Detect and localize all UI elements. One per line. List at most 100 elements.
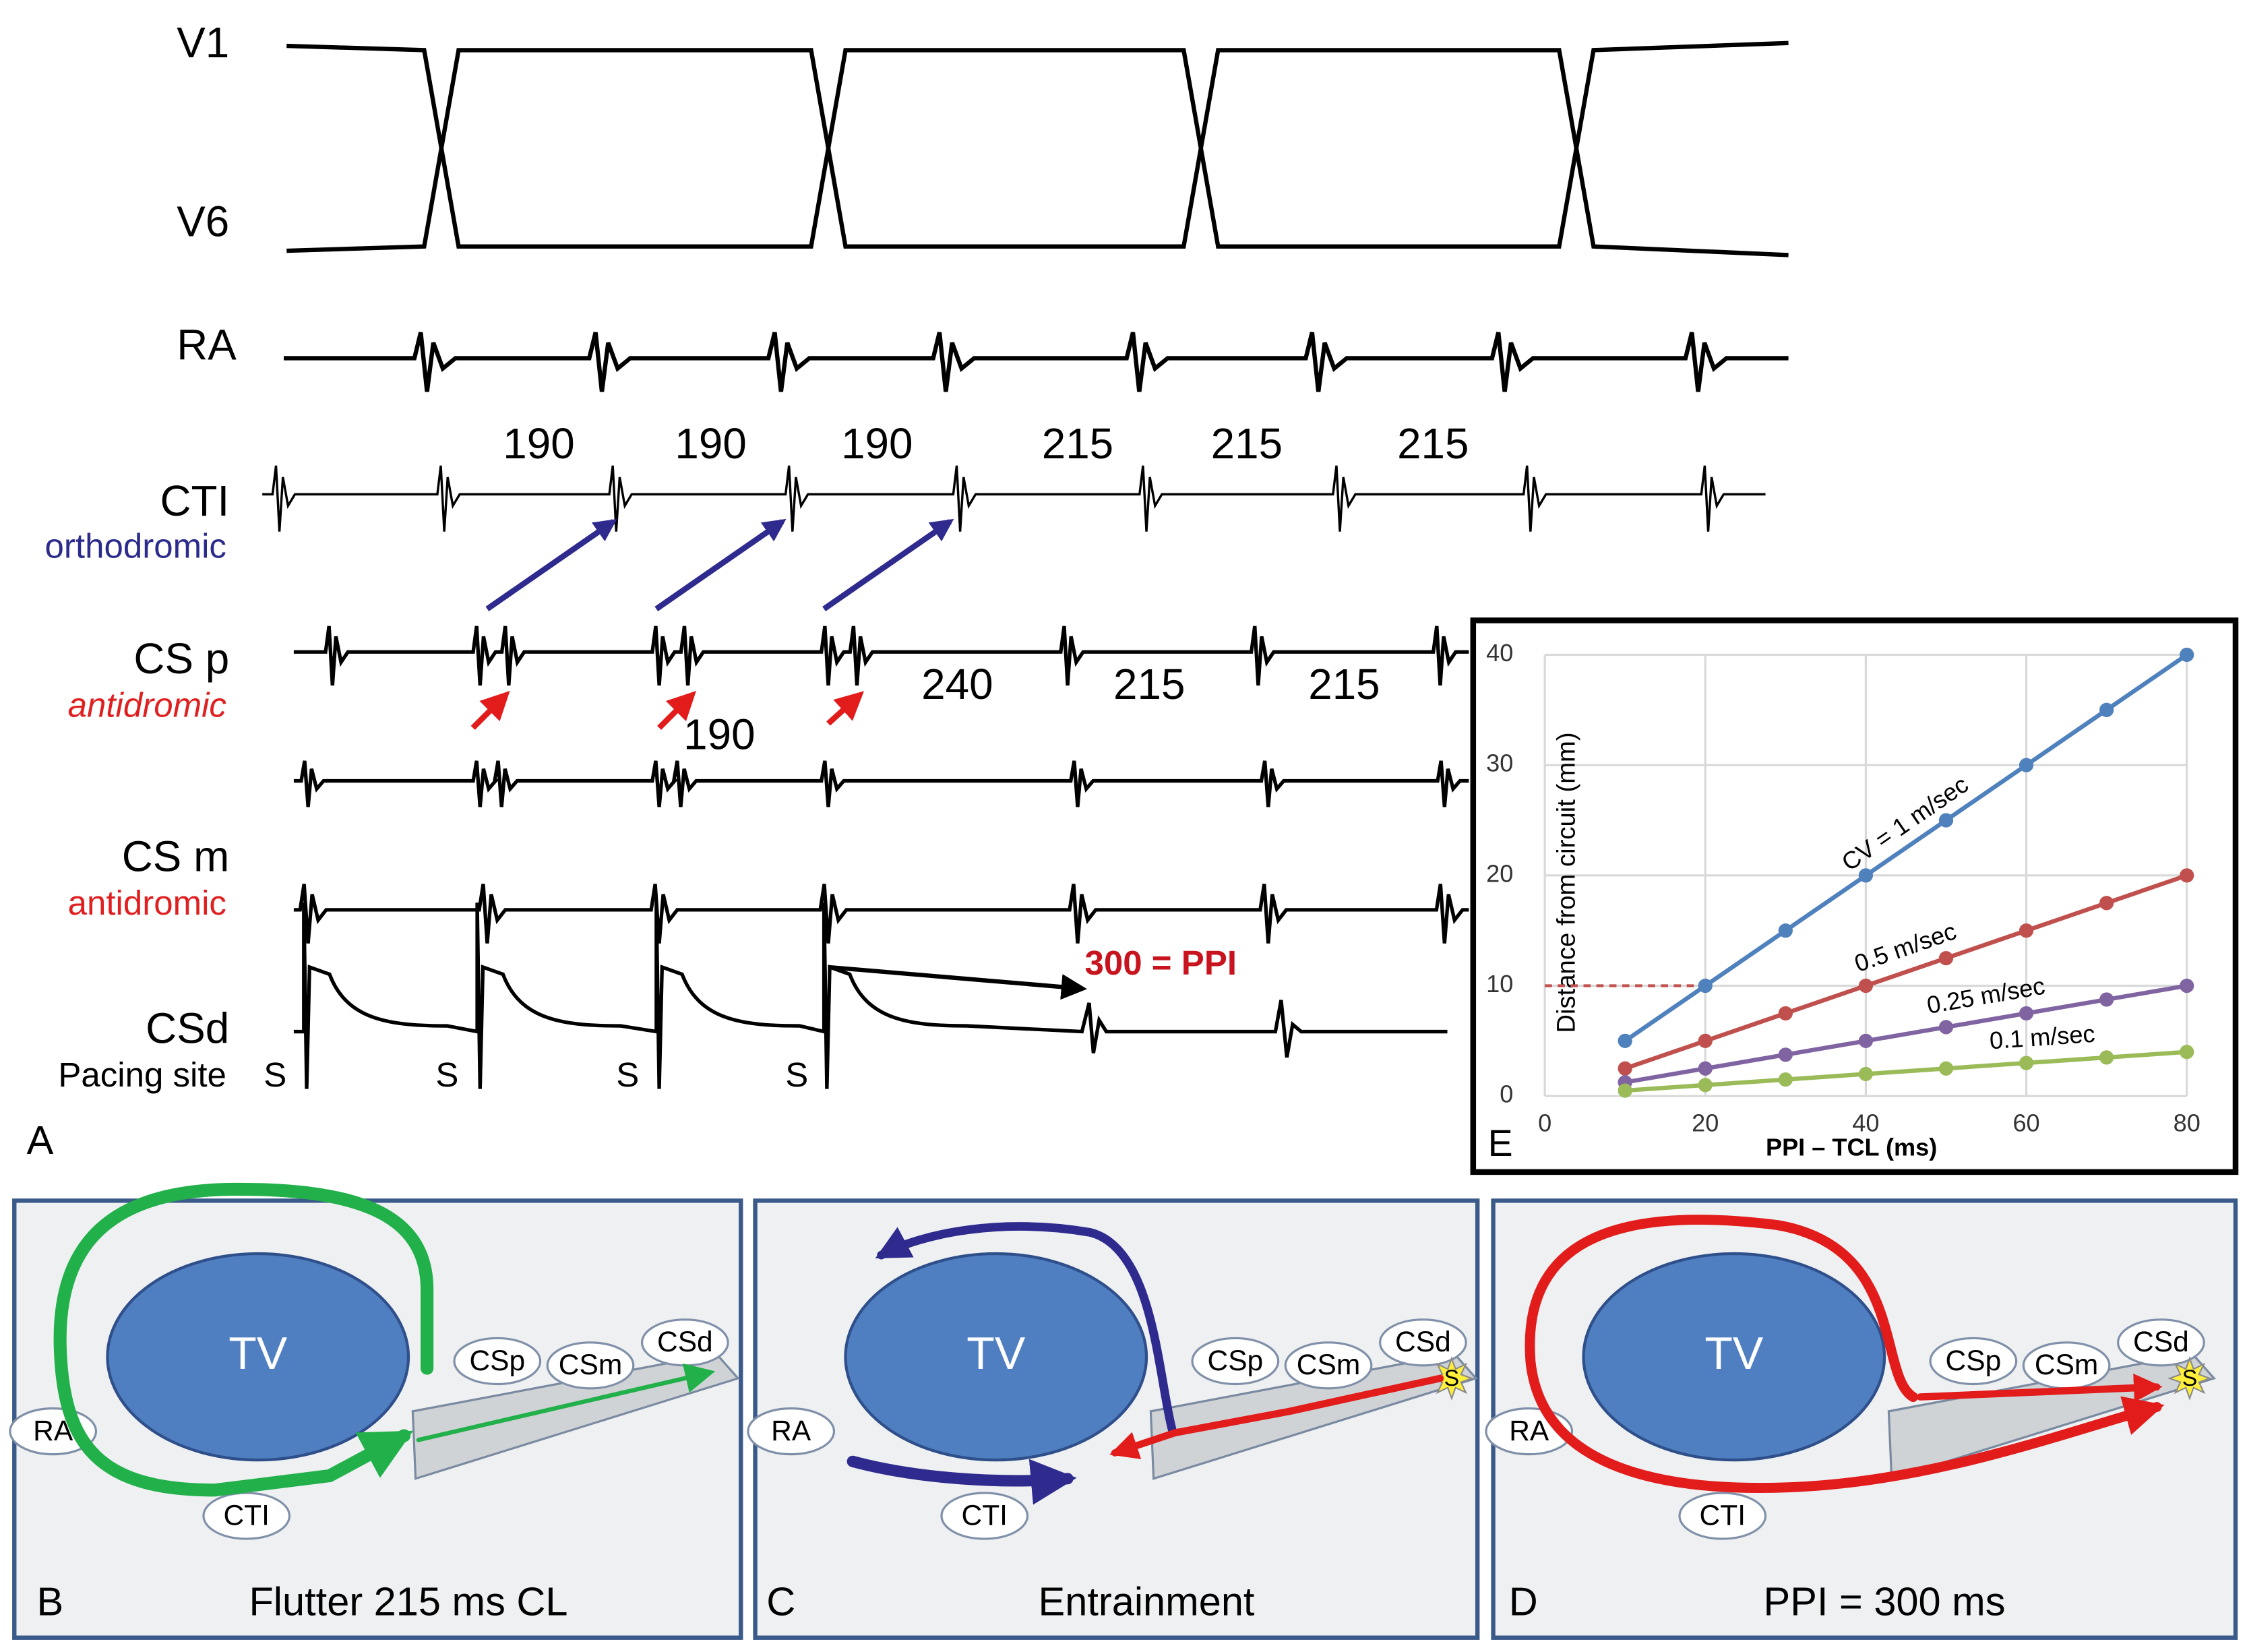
interval-label: 215 [1308, 660, 1380, 708]
data-point [1938, 1061, 1954, 1076]
panel-a-labels: V1 V6 RA CTI CS p CS m CSd orthodromic antidromi… [27, 18, 1469, 1163]
lead-label: CS p [133, 634, 229, 683]
interval-label: 190 [675, 419, 746, 468]
structure-label: TV [1704, 1328, 1764, 1379]
x-axis-label: PPI – TCL (ms) [1766, 1133, 1937, 1161]
cs-trace [293, 760, 1469, 807]
tricuspid-valve [844, 1252, 1148, 1462]
structure-label: CSd [2133, 1326, 2189, 1358]
data-point [2180, 647, 2194, 663]
data-point [1698, 978, 1713, 993]
flutter-circuit [53, 1182, 434, 1497]
lead-sublabel: Pacing site [58, 1056, 226, 1094]
orthodromic-arrow [822, 518, 954, 611]
panel-letter: D [1509, 1579, 1538, 1624]
data-point [1778, 1047, 1793, 1062]
y-axis-label: Distance from circuit (mm) [1551, 732, 1580, 1033]
x-tick-label: 80 [2174, 1109, 2200, 1136]
structure-oval [202, 1492, 291, 1540]
structure-oval [1678, 1492, 1767, 1540]
structure-oval [453, 1337, 542, 1386]
data-point [1858, 1066, 1874, 1082]
series-line [1624, 873, 2188, 1071]
ra-trace [284, 332, 1789, 392]
lead-label: V6 [177, 197, 229, 246]
panel-caption: Flutter 215 ms CL [249, 1579, 567, 1624]
panel-letter: C [766, 1579, 795, 1624]
data-point [1938, 950, 1954, 966]
interval-label: 215 [1042, 419, 1113, 468]
ppi-label: 300 = PPI [1085, 944, 1237, 982]
structure-oval [2117, 1318, 2205, 1367]
lead-label: RA [177, 320, 237, 369]
structure-oval [747, 1407, 836, 1456]
structure-label: CSm [2035, 1349, 2098, 1381]
y-tick-label: 40 [1486, 639, 1513, 667]
data-point [1698, 1078, 1713, 1093]
data-point [1698, 1033, 1713, 1048]
interval-label: 215 [1397, 419, 1469, 468]
structure-label: CSd [1395, 1326, 1451, 1358]
data-point [1778, 1006, 1793, 1021]
structure-label: CSp [1946, 1345, 2002, 1377]
pacing-star [2167, 1356, 2212, 1401]
y-tick-label: 10 [1486, 970, 1513, 998]
structure-label: TV [228, 1328, 288, 1379]
y-tick-label: 20 [1486, 859, 1513, 887]
pacing-circuit [1525, 1215, 2165, 1493]
data-point [2019, 1056, 2034, 1070]
x-tick-label: 60 [2012, 1109, 2039, 1136]
data-point [1858, 868, 1874, 883]
structure-oval [1929, 1337, 2018, 1386]
ppi-arrow [828, 965, 1087, 1000]
data-point [1618, 1061, 1632, 1076]
data-point [1858, 978, 1874, 993]
lead-label: V1 [177, 18, 229, 67]
x-tick-label: 0 [1538, 1109, 1551, 1136]
structure-oval [546, 1341, 635, 1390]
stimulus-label: S [785, 1056, 808, 1094]
series-line [1624, 983, 2188, 1084]
structure-oval [1191, 1337, 1280, 1386]
data-point [1858, 1033, 1874, 1048]
orthodromic-arrow [485, 518, 617, 611]
structure-label: CTI [223, 1500, 270, 1531]
lead-sublabel: orthodromic [45, 527, 226, 565]
interval-label: 215 [1211, 419, 1283, 468]
panel-letter: B [37, 1579, 64, 1624]
data-point [1618, 1083, 1632, 1098]
antidromic-path [1109, 1374, 1444, 1459]
panel-caption: PPI = 300 ms [1764, 1579, 2006, 1624]
cti-trace [262, 465, 1766, 532]
stimulus-label: S [435, 1056, 458, 1094]
structure-label: TV [966, 1328, 1026, 1379]
panel-caption: Entrainment [1039, 1579, 1255, 1624]
interval-label: 215 [1113, 660, 1185, 708]
orthodromic-path [847, 1455, 1077, 1505]
interval-label: 190 [683, 710, 755, 759]
structure-oval [940, 1492, 1029, 1540]
antidromic-arrow [657, 690, 697, 730]
conduction-arrows [470, 518, 1087, 1000]
data-point [2099, 1050, 2114, 1065]
structure-label: S [1444, 1366, 1460, 1391]
structure-label: CSp [469, 1345, 525, 1377]
data-point [1698, 1061, 1713, 1076]
series-line [1624, 1049, 2187, 1093]
orthodromic-path [875, 1222, 1177, 1434]
interval-label: 240 [921, 660, 993, 708]
lead-label: CSd [146, 1004, 229, 1052]
y-tick-label: 0 [1500, 1080, 1513, 1108]
structure-label: CSp [1207, 1345, 1263, 1377]
data-point [2099, 896, 2114, 911]
data-point [1778, 1072, 1793, 1087]
series-line [1624, 652, 2188, 1043]
panel-letter: A [27, 1118, 54, 1163]
data-point [1778, 923, 1793, 938]
data-point [2019, 758, 2034, 772]
data-point [2019, 1006, 2034, 1021]
data-point [2019, 923, 2034, 938]
structure-label: RA [771, 1415, 811, 1447]
